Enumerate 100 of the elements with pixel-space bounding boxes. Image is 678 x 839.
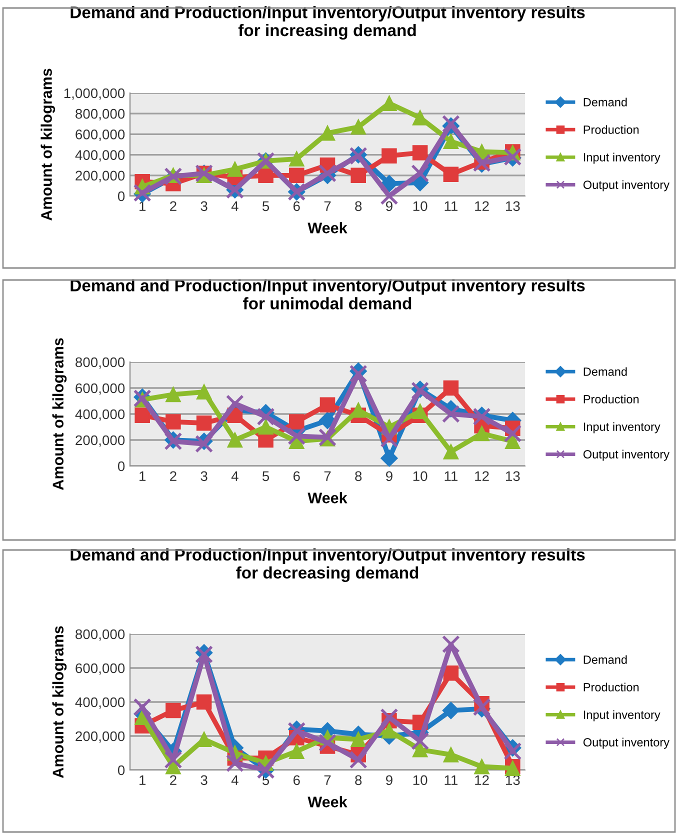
x-tick-label: 5 (262, 471, 270, 482)
y-tick-label: 400,000 (75, 697, 125, 709)
point (442, 702, 460, 720)
point (226, 754, 244, 772)
point (288, 427, 306, 446)
x-tick-label: 2 (170, 471, 176, 481)
y-tick-label: 200,000 (76, 731, 125, 743)
legend-label: Input inventory (584, 152, 660, 164)
point (318, 412, 336, 430)
x-tick-label: 3 (200, 471, 208, 482)
point (442, 635, 460, 654)
x-tick-label: 2 (170, 201, 176, 211)
point (226, 394, 244, 413)
x-tick-label: 8 (355, 201, 362, 212)
legend-label: Output inventory (583, 180, 670, 192)
x-tick-label: 9 (386, 201, 392, 212)
y-tick-label: 800,000 (76, 629, 125, 641)
point (412, 145, 428, 160)
y-tick-label: 1,000,000 (64, 88, 125, 100)
x-axis-title: Week (308, 492, 348, 504)
point (195, 434, 214, 453)
point (227, 162, 243, 177)
x-tick-label: 6 (293, 471, 300, 482)
point (443, 665, 459, 681)
point (382, 148, 397, 164)
y-tick-label: 400,000 (75, 150, 125, 162)
y-tick-label: 0 (118, 765, 125, 776)
point (166, 702, 181, 718)
point (318, 734, 337, 752)
legend-label: Output inventory (583, 738, 670, 749)
y-tick-label: 200,000 (76, 435, 125, 447)
x-tick-label: 12 (475, 471, 489, 481)
x-tick-label: 12 (475, 201, 489, 211)
point (196, 384, 212, 400)
point (258, 419, 274, 435)
point (474, 426, 490, 442)
legend-label: Production (584, 125, 639, 134)
point (380, 430, 398, 448)
x-tick-label: 10 (413, 775, 428, 786)
y-tick-label: 600,000 (76, 663, 125, 675)
point (380, 175, 398, 192)
point (133, 698, 152, 716)
point (443, 747, 459, 762)
point (412, 742, 428, 758)
point (442, 404, 460, 424)
point (289, 168, 304, 184)
point (412, 404, 428, 420)
y-tick-label: 800,000 (76, 108, 125, 120)
point (289, 414, 304, 430)
legend-label: Production (584, 682, 639, 692)
point (411, 164, 430, 182)
x-tick-label: 6 (293, 201, 300, 212)
point (289, 151, 304, 167)
x-tick-label: 11 (444, 201, 458, 211)
point (382, 723, 397, 739)
x-tick-label: 1 (140, 775, 146, 785)
y-tick-label: 600,000 (76, 383, 125, 395)
point (504, 742, 522, 760)
x-tick-label: 4 (231, 471, 238, 481)
legend-label: Output inventory (583, 450, 670, 461)
point (411, 732, 430, 750)
point (443, 380, 459, 396)
point (382, 96, 397, 111)
x-axis-title: Week (308, 796, 348, 808)
point (320, 397, 336, 413)
legend-label: Input inventory (584, 422, 660, 434)
x-axis-title: Week (308, 222, 348, 234)
point (350, 119, 366, 135)
x-tick-label: 10 (413, 471, 428, 482)
chart-title: Demand and Production/Input inventory/Output inventory results for decreasing demand (70, 548, 585, 582)
point (443, 134, 459, 150)
y-tick-label: 600,000 (76, 130, 125, 142)
y-axis-title: Amount of kilograms (52, 626, 67, 778)
point (349, 364, 368, 383)
y-axis-title: Amount of kilograms (52, 338, 67, 490)
legend-label: Input inventory (584, 710, 660, 722)
x-tick-label: 7 (324, 471, 331, 481)
y-tick-label: 200,000 (76, 170, 125, 182)
y-tick-label: 800,000 (76, 357, 125, 369)
x-tick-label: 8 (355, 775, 362, 786)
y-tick-label: 400,000 (75, 409, 125, 421)
x-tick-label: 7 (324, 201, 331, 211)
point (380, 708, 398, 726)
point (380, 450, 398, 467)
chart-title: Demand and Production/Input inventory/Output inventory results for increasing demand (70, 6, 585, 40)
point (164, 750, 182, 769)
point (350, 168, 366, 184)
x-tick-label: 7 (324, 775, 331, 785)
point (166, 414, 181, 430)
y-axis-title: Amount of kilograms (40, 68, 56, 221)
x-tick-label: 11 (444, 775, 458, 785)
point (350, 732, 366, 748)
x-tick-label: 3 (200, 775, 208, 786)
point (349, 750, 368, 769)
x-tick-label: 4 (231, 775, 238, 785)
x-tick-label: 5 (262, 201, 270, 212)
point (443, 166, 459, 182)
x-tick-label: 13 (506, 201, 520, 212)
point (443, 444, 459, 460)
x-tick-label: 1 (140, 471, 146, 481)
